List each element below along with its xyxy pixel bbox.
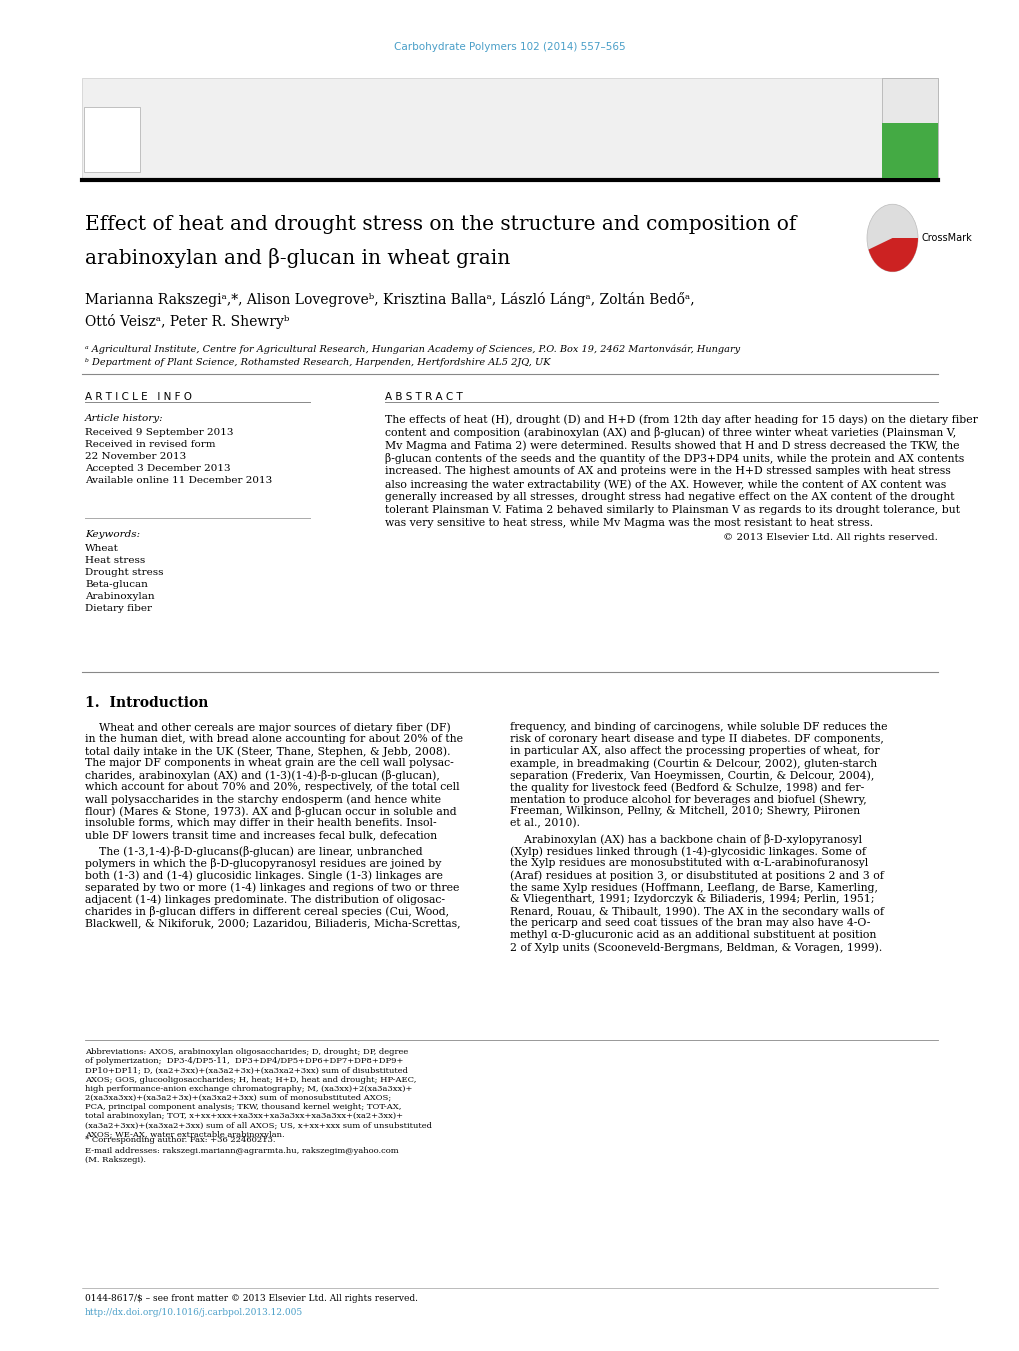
Text: adjacent (1-4) linkages predominate. The distribution of oligosac-: adjacent (1-4) linkages predominate. The… [85,894,444,905]
Text: et al., 2010).: et al., 2010). [510,817,580,828]
Text: CrossMark: CrossMark [920,232,971,243]
Text: arabinoxylan and β-glucan in wheat grain: arabinoxylan and β-glucan in wheat grain [85,249,510,267]
Text: total daily intake in the UK (Steer, Thane, Stephen, & Jebb, 2008).: total daily intake in the UK (Steer, Tha… [85,746,450,757]
Text: charides, arabinoxylan (AX) and (1-3)(1-4)-β-ᴅ-glucan (β-glucan),: charides, arabinoxylan (AX) and (1-3)(1-… [85,770,439,781]
Text: A R T I C L E   I N F O: A R T I C L E I N F O [85,392,192,403]
Text: Wheat and other cereals are major sources of dietary fiber (DF): Wheat and other cereals are major source… [85,721,450,732]
Text: Carbohydrate
Polymers: Carbohydrate Polymers [884,92,927,103]
Text: Drought stress: Drought stress [85,567,163,577]
Text: Arabinoxylan: Arabinoxylan [85,592,155,601]
Text: 2 of Xylp units (Scooneveld-Bergmans, Beldman, & Voragen, 1999).: 2 of Xylp units (Scooneveld-Bergmans, Be… [510,942,881,952]
Text: wall polysaccharides in the starchy endosperm (and hence white: wall polysaccharides in the starchy endo… [85,794,440,805]
Text: (Araf) residues at position 3, or disubstituted at positions 2 and 3 of: (Araf) residues at position 3, or disubs… [510,870,883,881]
Text: & Vliegenthart, 1991; Izydorczyk & Biliaderis, 1994; Perlin, 1951;: & Vliegenthart, 1991; Izydorczyk & Bilia… [510,894,873,904]
Text: tolerant Plainsman V. Fatima 2 behaved similarly to Plainsman V as regards to it: tolerant Plainsman V. Fatima 2 behaved s… [384,505,959,515]
Text: © 2013 Elsevier Ltd. All rights reserved.: © 2013 Elsevier Ltd. All rights reserved… [722,534,937,542]
Text: 0144-8617/$ – see front matter © 2013 Elsevier Ltd. All rights reserved.: 0144-8617/$ – see front matter © 2013 El… [85,1294,418,1302]
Text: also increasing the water extractability (WE) of the AX. However, while the cont: also increasing the water extractability… [384,480,946,489]
Text: Mv Magma and Fatima 2) were determined. Results showed that H and D stress decre: Mv Magma and Fatima 2) were determined. … [384,440,959,451]
Text: http://dx.doi.org/10.1016/j.carbpol.2013.12.005: http://dx.doi.org/10.1016/j.carbpol.2013… [85,1308,303,1317]
Text: in particular AX, also affect the processing properties of wheat, for: in particular AX, also affect the proces… [510,746,878,757]
Text: 22 November 2013: 22 November 2013 [85,453,186,461]
Text: separation (Frederix, Van Hoeymissen, Courtin, & Delcour, 2004),: separation (Frederix, Van Hoeymissen, Co… [510,770,873,781]
Text: in the human diet, with bread alone accounting for about 20% of the: in the human diet, with bread alone acco… [85,734,463,744]
Text: content and composition (arabinoxylan (AX) and β-glucan) of three winter wheat v: content and composition (arabinoxylan (A… [384,427,956,438]
Text: Renard, Rouau, & Thibault, 1990). The AX in the secondary walls of: Renard, Rouau, & Thibault, 1990). The AX… [510,907,883,916]
Text: Abbreviations: AXOS, arabinoxylan oligosaccharides; D, drought; DP, degree
of po: Abbreviations: AXOS, arabinoxylan oligos… [85,1048,432,1139]
Text: uble DF lowers transit time and increases fecal bulk, defecation: uble DF lowers transit time and increase… [85,830,437,840]
Text: ᵃ Agricultural Institute, Centre for Agricultural Research, Hungarian Academy of: ᵃ Agricultural Institute, Centre for Agr… [85,345,740,354]
Text: Marianna Rakszegiᵃ,*, Alison Lovegroveᵇ, Krisztina Ballaᵃ, László Lángᵃ, Zoltán : Marianna Rakszegiᵃ,*, Alison Lovegroveᵇ,… [85,292,694,307]
Text: Contents lists available at: Contents lists available at [291,91,439,100]
Text: * Corresponding author. Fax: +36 22460213.: * Corresponding author. Fax: +36 2246021… [85,1136,275,1144]
Text: Accepted 3 December 2013: Accepted 3 December 2013 [85,463,230,473]
Text: Article history:: Article history: [85,413,163,423]
Text: Beta-glucan: Beta-glucan [85,580,148,589]
Text: journal homepage:: journal homepage: [350,162,459,172]
Text: the Xylp residues are monosubstituted with α-L-arabinofuranosyl: the Xylp residues are monosubstituted wi… [510,858,867,867]
Text: mentation to produce alcohol for beverages and biofuel (Shewry,: mentation to produce alcohol for beverag… [510,794,866,805]
Text: the quality for livestock feed (Bedford & Schulze, 1998) and fer-: the quality for livestock feed (Bedford … [510,782,863,793]
Text: the pericarp and seed coat tissues of the bran may also have 4-O-: the pericarp and seed coat tissues of th… [510,917,869,928]
Text: Freeman, Wilkinson, Pellny, & Mitchell, 2010; Shewry, Piironen: Freeman, Wilkinson, Pellny, & Mitchell, … [510,807,859,816]
Text: Effect of heat and drought stress on the structure and composition of: Effect of heat and drought stress on the… [85,215,796,234]
Text: β-glucan contents of the seeds and the quantity of the DP3+DP4 units, while the : β-glucan contents of the seeds and the q… [384,453,963,463]
Text: risk of coronary heart disease and type II diabetes. DF components,: risk of coronary heart disease and type … [510,734,883,744]
Text: was very sensitive to heat stress, while Mv Magma was the most resistant to heat: was very sensitive to heat stress, while… [384,517,872,528]
Text: 1.  Introduction: 1. Introduction [85,696,208,711]
Text: Wheat: Wheat [85,544,119,553]
Text: The effects of heat (H), drought (D) and H+D (from 12th day after heading for 15: The effects of heat (H), drought (D) and… [384,413,977,424]
Text: polymers in which the β-D-glucopyranosyl residues are joined by: polymers in which the β-D-glucopyranosyl… [85,858,441,869]
Text: Dietary fiber: Dietary fiber [85,604,152,613]
Text: ᵇ Department of Plant Science, Rothamsted Research, Harpenden, Hertfordshire AL5: ᵇ Department of Plant Science, Rothamste… [85,358,550,367]
Text: both (1-3) and (1-4) glucosidic linkages. Single (1-3) linkages are: both (1-3) and (1-4) glucosidic linkages… [85,870,442,881]
Text: Carbohydrate Polymers: Carbohydrate Polymers [285,126,594,149]
Text: separated by two or more (1-4) linkages and regions of two or three: separated by two or more (1-4) linkages … [85,882,459,893]
Text: ELSEVIER: ELSEVIER [84,108,150,122]
Text: example, in breadmaking (Courtin & Delcour, 2002), gluten-starch: example, in breadmaking (Courtin & Delco… [510,758,876,769]
Text: Available online 11 December 2013: Available online 11 December 2013 [85,476,272,485]
Text: flour) (Mares & Stone, 1973). AX and β-glucan occur in soluble and: flour) (Mares & Stone, 1973). AX and β-g… [85,807,457,817]
Text: Heat stress: Heat stress [85,557,145,565]
Text: www.elsevier.com/locate/carbpol: www.elsevier.com/locate/carbpol [460,162,643,172]
Text: Carbohydrate Polymers 102 (2014) 557–565: Carbohydrate Polymers 102 (2014) 557–565 [393,42,626,51]
Text: increased. The highest amounts of AX and proteins were in the H+D stressed sampl: increased. The highest amounts of AX and… [384,466,950,476]
Text: which account for about 70% and 20%, respectively, of the total cell: which account for about 70% and 20%, res… [85,782,460,792]
Text: Received in revised form: Received in revised form [85,440,215,449]
Text: Ottó Veiszᵃ, Peter R. Shewryᵇ: Ottó Veiszᵃ, Peter R. Shewryᵇ [85,313,289,330]
Text: A B S T R A C T: A B S T R A C T [384,392,463,403]
Text: Arabinoxylan (AX) has a backbone chain of β-D-xylopyranosyl: Arabinoxylan (AX) has a backbone chain o… [510,834,861,844]
Text: frequency, and binding of carcinogens, while soluble DF reduces the: frequency, and binding of carcinogens, w… [510,721,887,732]
Text: charides in β-glucan differs in different cereal species (Cui, Wood,: charides in β-glucan differs in differen… [85,907,448,917]
Text: The (1-3,1-4)-β-D-glucans(β-glucan) are linear, unbranched: The (1-3,1-4)-β-D-glucans(β-glucan) are … [85,846,422,857]
Text: insoluble forms, which may differ in their health benefits. Insol-: insoluble forms, which may differ in the… [85,817,436,828]
Text: methyl α-D-glucuronic acid as an additional substituent at position: methyl α-D-glucuronic acid as an additio… [510,929,875,940]
Text: generally increased by all stresses, drought stress had negative effect on the A: generally increased by all stresses, dro… [384,492,954,503]
Text: (Xylp) residues linked through (1-4)-glycosidic linkages. Some of: (Xylp) residues linked through (1-4)-gly… [510,846,865,857]
Text: Keywords:: Keywords: [85,530,140,539]
Text: E-mail addresses: rakszegi.mariann@agrarmta.hu, rakszegim@yahoo.com
(M. Rakszegi: E-mail addresses: rakszegi.mariann@agrar… [85,1147,398,1165]
Text: ScienceDirect: ScienceDirect [439,91,517,100]
Text: Blackwell, & Nikiforuk, 2000; Lazaridou, Biliaderis, Micha-Screttas,: Blackwell, & Nikiforuk, 2000; Lazaridou,… [85,917,461,928]
Text: The major DF components in wheat grain are the cell wall polysac-: The major DF components in wheat grain a… [85,758,453,767]
Text: the same Xylp residues (Hoffmann, Leeflang, de Barse, Kamerling,: the same Xylp residues (Hoffmann, Leefla… [510,882,877,893]
Text: Received 9 September 2013: Received 9 September 2013 [85,428,233,436]
